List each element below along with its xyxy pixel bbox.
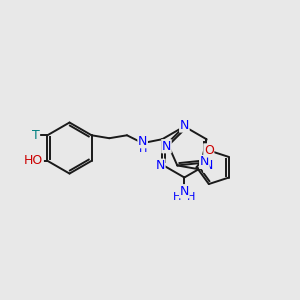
Text: H: H — [139, 144, 147, 154]
Text: HO: HO — [24, 154, 43, 167]
Text: N: N — [180, 119, 189, 132]
Text: H: H — [173, 192, 182, 202]
Text: N: N — [156, 159, 165, 172]
Text: N: N — [180, 185, 189, 198]
Text: N: N — [204, 159, 213, 172]
Text: H: H — [187, 192, 195, 202]
Text: O: O — [204, 144, 214, 157]
Text: N: N — [200, 155, 209, 168]
Text: T: T — [32, 129, 40, 142]
Text: N: N — [162, 140, 171, 153]
Text: N: N — [138, 135, 147, 148]
